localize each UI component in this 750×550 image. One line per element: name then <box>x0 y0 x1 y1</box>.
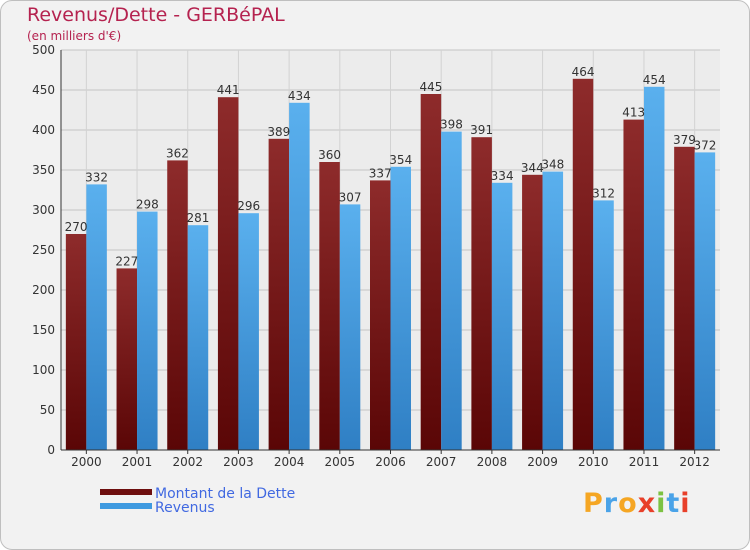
legend-swatch-dette <box>100 489 152 495</box>
proxiti-logo: Proxiti <box>583 488 691 519</box>
bar-revenus-2003 <box>238 213 259 450</box>
data-label: 434 <box>288 89 311 103</box>
bar-dette-2001 <box>116 268 138 450</box>
bar-dette-2002 <box>167 160 188 450</box>
data-label: 270 <box>65 220 88 234</box>
y-tick-label: 200 <box>32 283 55 297</box>
bar-revenus-2000 <box>86 184 107 450</box>
bar-dette-2010 <box>572 78 594 451</box>
data-label: 464 <box>572 65 595 79</box>
legend-label-revenus: Revenus <box>155 500 215 516</box>
bar-revenus-2011 <box>643 86 665 451</box>
y-tick-label: 300 <box>32 203 55 217</box>
data-label: 307 <box>339 190 362 204</box>
logo-letter: i <box>680 488 691 519</box>
y-tick-label: 50 <box>40 403 55 417</box>
bar-dette-2000 <box>65 234 87 450</box>
logo-letter: P <box>583 488 604 519</box>
bar-revenus-2004 <box>289 102 310 451</box>
x-tick-label: 2000 <box>71 455 102 469</box>
chart-subtitle: (en milliers d'€) <box>27 29 122 43</box>
bar-revenus-2001 <box>137 211 158 450</box>
x-tick-label: 2002 <box>172 455 203 469</box>
bar-revenus-2010 <box>593 200 614 450</box>
data-label: 337 <box>369 166 392 180</box>
legend-swatch-revenus <box>100 503 152 509</box>
y-tick-label: 400 <box>32 123 55 137</box>
bar-dette-2005 <box>319 162 340 450</box>
data-label: 445 <box>419 80 442 94</box>
x-tick-label: 2012 <box>679 455 710 469</box>
bar-revenus-2006 <box>390 166 411 451</box>
bar-revenus-2008 <box>491 182 513 451</box>
bar-revenus-2002 <box>187 225 209 450</box>
logo-letter: i <box>656 488 667 519</box>
x-tick-label: 2007 <box>426 455 457 469</box>
y-tick-label: 250 <box>32 243 55 257</box>
y-tick-label: 500 <box>32 43 55 57</box>
data-label: 391 <box>470 123 493 137</box>
bar-dette-2006 <box>370 180 391 450</box>
data-label: 298 <box>136 198 159 212</box>
bar-dette-2003 <box>217 97 239 450</box>
x-tick-label: 2008 <box>477 455 508 469</box>
data-label: 379 <box>673 133 696 147</box>
data-label: 362 <box>166 146 189 160</box>
data-label: 413 <box>622 106 645 120</box>
x-tick-label: 2003 <box>223 455 254 469</box>
bar-dette-2012 <box>674 146 695 451</box>
x-tick-label: 2006 <box>375 455 406 469</box>
chart-title: Revenus/Dette - GERBéPAL <box>27 4 285 26</box>
y-tick-label: 150 <box>32 323 55 337</box>
data-label: 360 <box>318 148 341 162</box>
data-label: 312 <box>592 186 615 200</box>
bar-revenus-2005 <box>339 204 361 450</box>
logo-letter: t <box>666 488 681 519</box>
data-label: 281 <box>187 211 210 225</box>
data-label: 348 <box>541 158 564 172</box>
bar-dette-2011 <box>623 119 644 450</box>
bar-dette-2004 <box>268 138 290 451</box>
logo-letter: o <box>618 488 638 519</box>
data-label: 296 <box>237 199 260 213</box>
x-tick-label: 2001 <box>122 455 153 469</box>
data-label: 441 <box>217 83 240 97</box>
data-label: 344 <box>521 161 544 175</box>
bar-revenus-2007 <box>441 131 462 450</box>
bar-dette-2007 <box>420 94 442 450</box>
data-label: 398 <box>440 118 463 132</box>
x-tick-label: 2004 <box>274 455 305 469</box>
x-tick-label: 2005 <box>325 455 356 469</box>
data-label: 372 <box>693 138 716 152</box>
y-tick-label: 350 <box>32 163 55 177</box>
bar-revenus-2009 <box>542 171 564 450</box>
data-label: 227 <box>115 254 138 268</box>
data-label: 334 <box>491 169 514 183</box>
data-label: 332 <box>85 170 108 184</box>
logo-letter: x <box>637 488 657 519</box>
y-tick-label: 100 <box>32 363 55 377</box>
x-tick-label: 2010 <box>578 455 609 469</box>
bar-dette-2008 <box>471 137 492 450</box>
logo-letter: r <box>603 488 619 519</box>
data-label: 354 <box>389 153 412 167</box>
x-tick-label: 2009 <box>527 455 558 469</box>
data-label: 454 <box>643 73 666 87</box>
x-tick-label: 2011 <box>629 455 660 469</box>
bar-dette-2009 <box>522 174 543 451</box>
bar-revenus-2012 <box>694 152 716 450</box>
y-tick-label: 0 <box>47 443 55 457</box>
y-tick-label: 450 <box>32 83 55 97</box>
data-label: 389 <box>267 125 290 139</box>
legend-label-dette: Montant de la Dette <box>155 486 296 502</box>
